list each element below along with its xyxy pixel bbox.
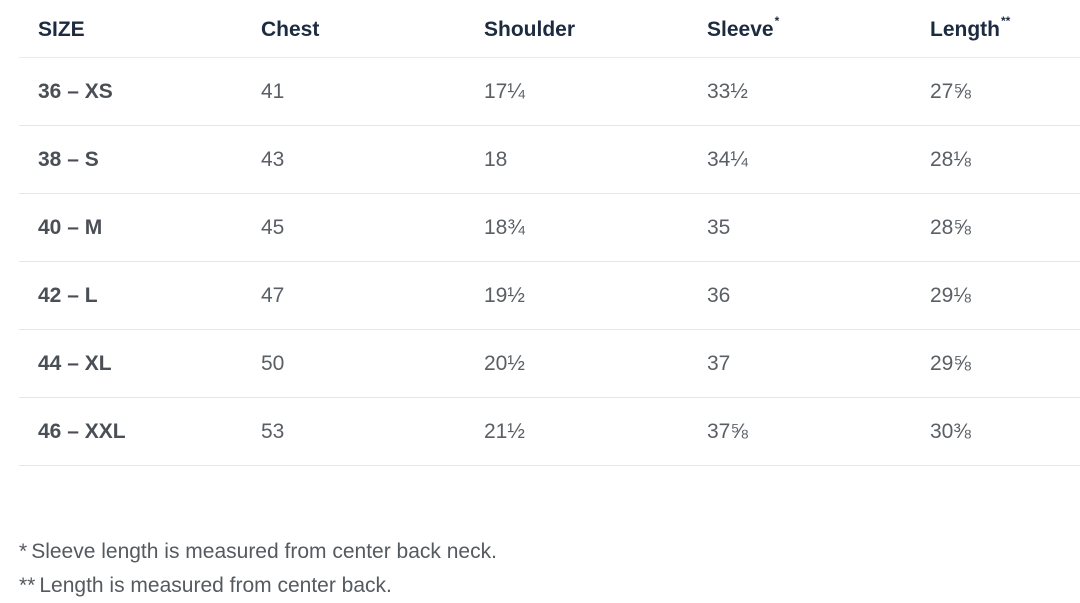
header-sleeve-label: Sleeve [707, 17, 774, 41]
chest-cell: 53 [261, 419, 285, 443]
size-cell: 40 – M [38, 215, 103, 239]
sleeve-cell: 33½ [707, 79, 748, 103]
footnote-mark: ** [19, 574, 36, 597]
shoulder-cell: 18¾ [484, 215, 525, 239]
shoulder-cell: 18 [484, 147, 508, 171]
chest-cell: 43 [261, 147, 285, 171]
shoulder-cell: 20½ [484, 351, 525, 375]
length-cell: 27⅝ [930, 79, 971, 103]
shoulder-cell: 17¼ [484, 79, 525, 103]
header-shoulder: Shoulder [484, 17, 576, 41]
table-row: 40 – M 45 18¾ 35 28⅝ [19, 194, 1080, 262]
footnote-text: Sleeve length is measured from center ba… [31, 540, 497, 563]
chest-cell: 50 [261, 351, 285, 375]
header-length: Length** [911, 13, 1080, 42]
size-cell: 36 – XS [38, 79, 113, 103]
header-length-label: Length [930, 17, 1000, 41]
header-size: SIZE [38, 17, 85, 41]
footnote-sleeve: * Sleeve length is measured from center … [19, 535, 497, 569]
footnote-mark: * [19, 540, 28, 563]
length-cell: 29⅝ [930, 351, 971, 375]
size-cell: 44 – XL [38, 351, 112, 375]
sleeve-cell: 37 [707, 351, 731, 375]
chest-cell: 47 [261, 283, 285, 307]
table-row: 42 – L 47 19½ 36 29⅛ [19, 262, 1080, 330]
size-chart-table: SIZE Chest Shoulder Sleeve* Length** 36 … [19, 0, 1080, 466]
header-sleeve-footnote-mark: * [774, 13, 780, 28]
length-cell: 28⅝ [930, 215, 971, 239]
table-row: 46 – XXL 53 21½ 37⅝ 30⅜ [19, 398, 1080, 466]
length-cell: 29⅛ [930, 283, 971, 307]
table-row: 38 – S 43 18 34¼ 28⅛ [19, 126, 1080, 194]
length-cell: 30⅜ [930, 419, 971, 443]
chest-cell: 45 [261, 215, 285, 239]
footnote-length: ** Length is measured from center back. [19, 569, 497, 603]
header-sleeve: Sleeve* [688, 13, 911, 42]
footnotes: * Sleeve length is measured from center … [19, 535, 497, 603]
sleeve-cell: 37⅝ [707, 419, 748, 443]
table-header-row: SIZE Chest Shoulder Sleeve* Length** [19, 0, 1080, 58]
sleeve-cell: 36 [707, 283, 731, 307]
sleeve-cell: 35 [707, 215, 731, 239]
shoulder-cell: 21½ [484, 419, 525, 443]
shoulder-cell: 19½ [484, 283, 525, 307]
sleeve-cell: 34¼ [707, 147, 748, 171]
size-cell: 46 – XXL [38, 419, 126, 443]
header-length-footnote-mark: ** [1000, 13, 1011, 28]
chest-cell: 41 [261, 79, 285, 103]
table-row: 44 – XL 50 20½ 37 29⅝ [19, 330, 1080, 398]
table-row: 36 – XS 41 17¼ 33½ 27⅝ [19, 58, 1080, 126]
length-cell: 28⅛ [930, 147, 971, 171]
header-chest: Chest [261, 17, 320, 41]
size-cell: 38 – S [38, 147, 99, 171]
size-cell: 42 – L [38, 283, 98, 307]
footnote-text: Length is measured from center back. [39, 574, 392, 597]
